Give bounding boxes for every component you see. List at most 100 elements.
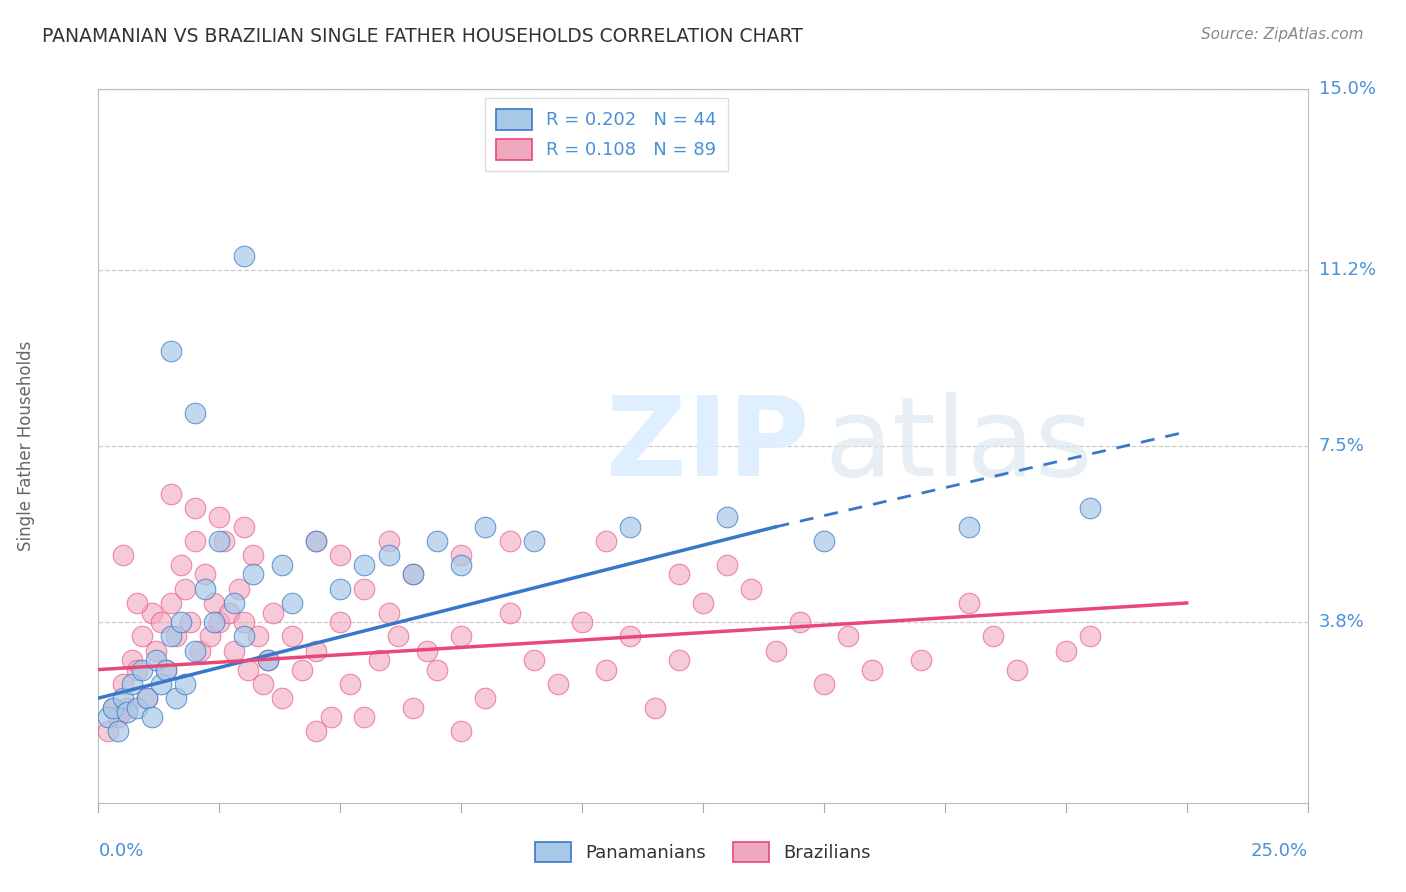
Point: [547, 677, 569, 691]
Point: [281, 596, 304, 610]
Point: [290, 663, 312, 677]
Point: [353, 558, 375, 572]
Point: [155, 663, 177, 677]
Point: [208, 510, 231, 524]
Point: [252, 677, 274, 691]
Point: [474, 520, 496, 534]
Legend: Panamanians, Brazilians: Panamanians, Brazilians: [527, 834, 879, 870]
Point: [368, 653, 391, 667]
Point: [135, 691, 157, 706]
Point: [450, 558, 472, 572]
Point: [141, 606, 163, 620]
Point: [957, 520, 980, 534]
Point: [107, 710, 129, 724]
Point: [194, 582, 217, 596]
Point: [174, 582, 197, 596]
Point: [571, 615, 593, 629]
Text: 15.0%: 15.0%: [1319, 80, 1375, 98]
Point: [247, 629, 270, 643]
Point: [329, 582, 352, 596]
Point: [619, 629, 641, 643]
Point: [141, 710, 163, 724]
Point: [194, 567, 217, 582]
Point: [135, 691, 157, 706]
Point: [222, 643, 245, 657]
Point: [160, 343, 183, 358]
Legend: R = 0.202   N = 44, R = 0.108   N = 89: R = 0.202 N = 44, R = 0.108 N = 89: [485, 98, 728, 170]
Point: [208, 534, 231, 549]
Point: [97, 710, 120, 724]
Point: [329, 549, 352, 563]
Point: [160, 629, 183, 643]
Text: 7.5%: 7.5%: [1319, 437, 1365, 455]
Point: [97, 724, 120, 739]
Point: [329, 615, 352, 629]
Point: [127, 596, 149, 610]
Point: [957, 596, 980, 610]
Text: 25.0%: 25.0%: [1250, 842, 1308, 860]
Point: [1007, 663, 1029, 677]
Point: [107, 724, 129, 739]
Point: [198, 629, 221, 643]
Point: [402, 567, 425, 582]
Point: [305, 534, 328, 549]
Point: [353, 582, 375, 596]
Point: [212, 534, 235, 549]
Point: [319, 710, 342, 724]
Point: [740, 582, 762, 596]
Point: [111, 677, 134, 691]
Point: [238, 663, 260, 677]
Point: [402, 567, 425, 582]
Point: [450, 724, 472, 739]
Point: [377, 549, 399, 563]
Point: [450, 549, 472, 563]
Point: [121, 653, 143, 667]
Point: [150, 677, 173, 691]
Point: [121, 677, 143, 691]
Point: [765, 643, 787, 657]
Point: [837, 629, 859, 643]
Point: [271, 691, 294, 706]
Point: [117, 700, 139, 714]
Point: [188, 643, 211, 657]
Point: [305, 643, 328, 657]
Point: [184, 643, 207, 657]
Point: [668, 567, 690, 582]
Point: [1078, 500, 1101, 515]
Point: [619, 520, 641, 534]
Point: [789, 615, 811, 629]
Point: [204, 615, 226, 629]
Point: [644, 700, 666, 714]
Point: [450, 629, 472, 643]
Point: [1078, 629, 1101, 643]
Point: [127, 700, 149, 714]
Point: [169, 558, 191, 572]
Point: [595, 534, 617, 549]
Point: [402, 700, 425, 714]
Point: [716, 510, 738, 524]
Point: [281, 629, 304, 643]
Point: [1054, 643, 1077, 657]
Point: [111, 549, 134, 563]
Point: [184, 500, 207, 515]
Point: [101, 700, 124, 714]
Point: [523, 653, 546, 667]
Point: [474, 691, 496, 706]
Point: [131, 663, 153, 677]
Text: 11.2%: 11.2%: [1319, 261, 1376, 279]
Text: atlas: atlas: [824, 392, 1092, 500]
Point: [155, 663, 177, 677]
Point: [242, 549, 264, 563]
Point: [256, 653, 278, 667]
Point: [813, 677, 835, 691]
Text: PANAMANIAN VS BRAZILIAN SINGLE FATHER HOUSEHOLDS CORRELATION CHART: PANAMANIAN VS BRAZILIAN SINGLE FATHER HO…: [42, 27, 803, 45]
Point: [111, 691, 134, 706]
Point: [377, 606, 399, 620]
Point: [232, 629, 254, 643]
Point: [232, 249, 254, 263]
Text: ZIP: ZIP: [606, 392, 810, 500]
Text: 0.0%: 0.0%: [98, 842, 143, 860]
Point: [353, 710, 375, 724]
Point: [208, 615, 231, 629]
Point: [165, 691, 187, 706]
